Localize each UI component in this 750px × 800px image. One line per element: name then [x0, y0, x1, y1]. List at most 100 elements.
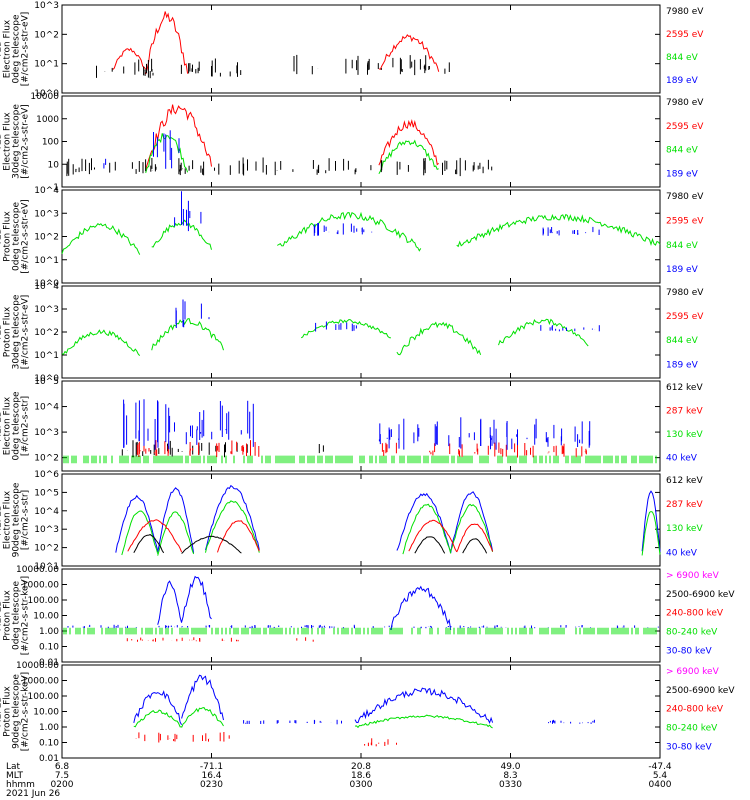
y-tick-label: 1000.00 — [22, 581, 59, 591]
y-tick-label: 10^2 — [34, 233, 59, 243]
panel-8: 0.010.101.0010.00100.001000.0010000.00ME… — [0, 661, 735, 764]
legend-entry: 240-800 keV — [666, 705, 724, 715]
panel-2: 1 10 100 1000 10000 TEDElectron Flux30deg tel… — [0, 92, 704, 193]
legend-entry: 844 eV — [666, 336, 699, 346]
y-tick-label: 10^4 — [34, 507, 59, 517]
legend-entry: 844 eV — [666, 53, 699, 63]
x-tick-value: 0300 — [350, 780, 373, 790]
y-tick-label: 10^1 — [34, 351, 59, 361]
y-tick-label: 10^0 — [34, 279, 59, 289]
x-row-label: Lat — [6, 762, 21, 772]
y-axis-label: MEPEDElectron Flux0deg telescope[#/cm2-s… — [0, 391, 31, 461]
legend-entry: 130 keV — [666, 524, 703, 534]
y-axis-label-line: [#/cm2-s-str-keV] — [21, 576, 31, 655]
series-trace — [112, 47, 147, 70]
series-trace — [151, 318, 224, 351]
legend-entry: 7980 eV — [666, 288, 704, 298]
series-trace — [181, 674, 224, 721]
y-axis-label-line: TED — [0, 132, 4, 151]
y-tick-label: 10^2 — [34, 30, 59, 40]
series-trace — [205, 500, 260, 553]
y-axis-label-line: MEPED — [0, 600, 4, 632]
y-tick-label: 0.10 — [39, 643, 59, 653]
x-row-label: hhmm — [6, 780, 35, 790]
y-axis-label-line: 30deg telescope — [12, 104, 22, 179]
y-tick-label: 10^5 — [34, 377, 59, 387]
y-axis-label-line: MEPED — [0, 504, 4, 536]
y-tick-label: 10^0 — [34, 89, 59, 99]
y-tick-label: 1 — [53, 183, 59, 193]
y-tick-label: 1000 — [36, 115, 59, 125]
y-tick-label: 10^3 — [34, 428, 59, 438]
series-trace — [498, 318, 589, 347]
series-trace — [450, 491, 494, 554]
legend-entry: 2595 eV — [666, 216, 704, 226]
series-trace — [390, 585, 452, 630]
y-tick-label: 100.00 — [28, 596, 60, 606]
series-trace — [378, 34, 440, 72]
y-axis-label: MEPEDProton Flux0deg telescope[#/cm2-s-s… — [0, 576, 31, 655]
series-trace — [456, 523, 494, 553]
y-tick-label: 1.00 — [39, 627, 59, 637]
y-tick-label: 10^3 — [34, 305, 59, 315]
legend-entry: 40 keV — [666, 454, 698, 464]
y-axis-label-line: [#/cm2-s-str-eV] — [21, 295, 31, 370]
legend-entry: 2595 eV — [666, 312, 704, 322]
series-trace — [217, 520, 260, 553]
series-trace — [181, 535, 242, 554]
y-tick-label: 10.00 — [33, 612, 59, 622]
x-tick-value: 5.4 — [653, 771, 668, 781]
y-tick-label: 1000.00 — [22, 677, 59, 687]
legend-entry: 2595 eV — [666, 30, 704, 40]
y-axis-label-line: 90deg telescope — [12, 674, 22, 749]
y-tick-label: 10^2 — [34, 544, 59, 554]
legend-entry: 40 keV — [666, 548, 698, 558]
y-tick-label: 0.01 — [39, 754, 59, 764]
legend-entry: 80-240 keV — [666, 724, 718, 734]
x-tick-value: 0400 — [649, 780, 672, 790]
legend-entry: 7980 eV — [666, 192, 704, 202]
legend-entry: > 6900 keV — [666, 667, 720, 677]
legend-entry: 189 eV — [666, 169, 699, 179]
y-axis-label-line: Proton Flux — [3, 211, 13, 262]
legend-entry: 7980 eV — [666, 98, 704, 108]
x-tick-value: 6.8 — [55, 762, 70, 772]
panel-frame — [61, 95, 661, 188]
legend-entry: 80-240 keV — [666, 628, 718, 638]
series-trace — [145, 11, 189, 75]
panel-frame — [61, 568, 661, 663]
series-trace — [354, 687, 494, 725]
legend-entry: 844 eV — [666, 241, 699, 251]
y-tick-label: 10^6 — [34, 470, 59, 480]
series-trace — [205, 484, 260, 551]
series-trace — [121, 510, 159, 556]
y-axis-label-line: [#/cm2-s-str-eV] — [21, 199, 31, 274]
series-trace — [456, 213, 661, 248]
y-tick-label: 10^2 — [34, 328, 59, 338]
y-axis-label-line: [#/cm2-s-str-keV] — [21, 672, 31, 751]
series-trace — [277, 211, 422, 252]
y-axis-label-line: 0deg telescope — [12, 391, 22, 461]
panel-frame — [61, 473, 661, 567]
series-trace — [127, 519, 183, 553]
x-tick-value: 0230 — [200, 780, 223, 790]
y-axis-label-line: MEPED — [0, 696, 4, 728]
y-axis-label-line: [#/cm2-s-str] — [21, 396, 31, 456]
legend-entry: 844 eV — [666, 146, 699, 156]
y-tick-label: 10000 — [30, 92, 59, 102]
x-row-label: MLT — [6, 771, 24, 781]
series-trace — [157, 580, 183, 625]
legend-entry: 287 keV — [666, 500, 703, 510]
series-trace — [115, 494, 159, 553]
series-trace — [378, 139, 439, 175]
y-axis-label: TEDElectron Flux30deg telescope[#/cm2-s-… — [0, 104, 31, 179]
y-tick-label: 10^1 — [34, 60, 59, 70]
y-axis-label: MEPEDProton Flux90deg telescope[#/cm2-s-… — [0, 672, 31, 751]
y-axis-label-line: Electron Flux — [3, 490, 13, 549]
y-axis-label: TEDProton Flux0deg telescope[#/cm2-s-str… — [0, 199, 31, 274]
y-tick-label: 10^3 — [34, 525, 59, 535]
y-axis-label-line: 90deg telescope — [12, 482, 22, 557]
